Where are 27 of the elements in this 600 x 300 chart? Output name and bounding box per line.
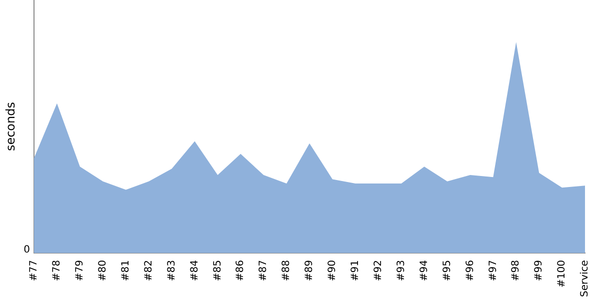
x-tick-label: #97 — [488, 260, 499, 282]
x-tick-label: #82 — [143, 260, 154, 282]
x-tick-label: #96 — [464, 260, 476, 282]
text: 0 — [24, 244, 30, 256]
x-tick-label: #83 — [166, 260, 178, 282]
x-tick-label: #78 — [52, 260, 63, 282]
x-tick-label: #100 — [556, 260, 568, 288]
x-tick-label: #84 — [189, 260, 200, 282]
x-tick-label: #92 — [372, 260, 384, 282]
x-tick-label: #81 — [120, 260, 132, 282]
x-tick-label: #91 — [350, 260, 362, 282]
x-tick-label: #88 — [281, 260, 292, 282]
y-axis-title: seconds — [3, 102, 18, 152]
x-tick-label: #85 — [212, 260, 224, 282]
x-tick-label: #94 — [418, 260, 430, 282]
x-tick-label: #99 — [534, 260, 545, 282]
x-tick-label: #98 — [510, 260, 522, 282]
x-tick-label: #95 — [442, 260, 453, 282]
x-tick-label: Service — [580, 260, 591, 298]
x-tick-label: #79 — [74, 260, 86, 282]
x-tick-label: #87 — [258, 260, 270, 282]
x-tick-label: #89 — [304, 260, 316, 282]
x-tick-label: #86 — [235, 260, 246, 282]
x-tick-label: #93 — [396, 260, 407, 282]
x-tick-label: #90 — [327, 260, 338, 282]
x-tick-label: #80 — [97, 260, 108, 282]
x-tick-label: #77 — [28, 260, 40, 282]
